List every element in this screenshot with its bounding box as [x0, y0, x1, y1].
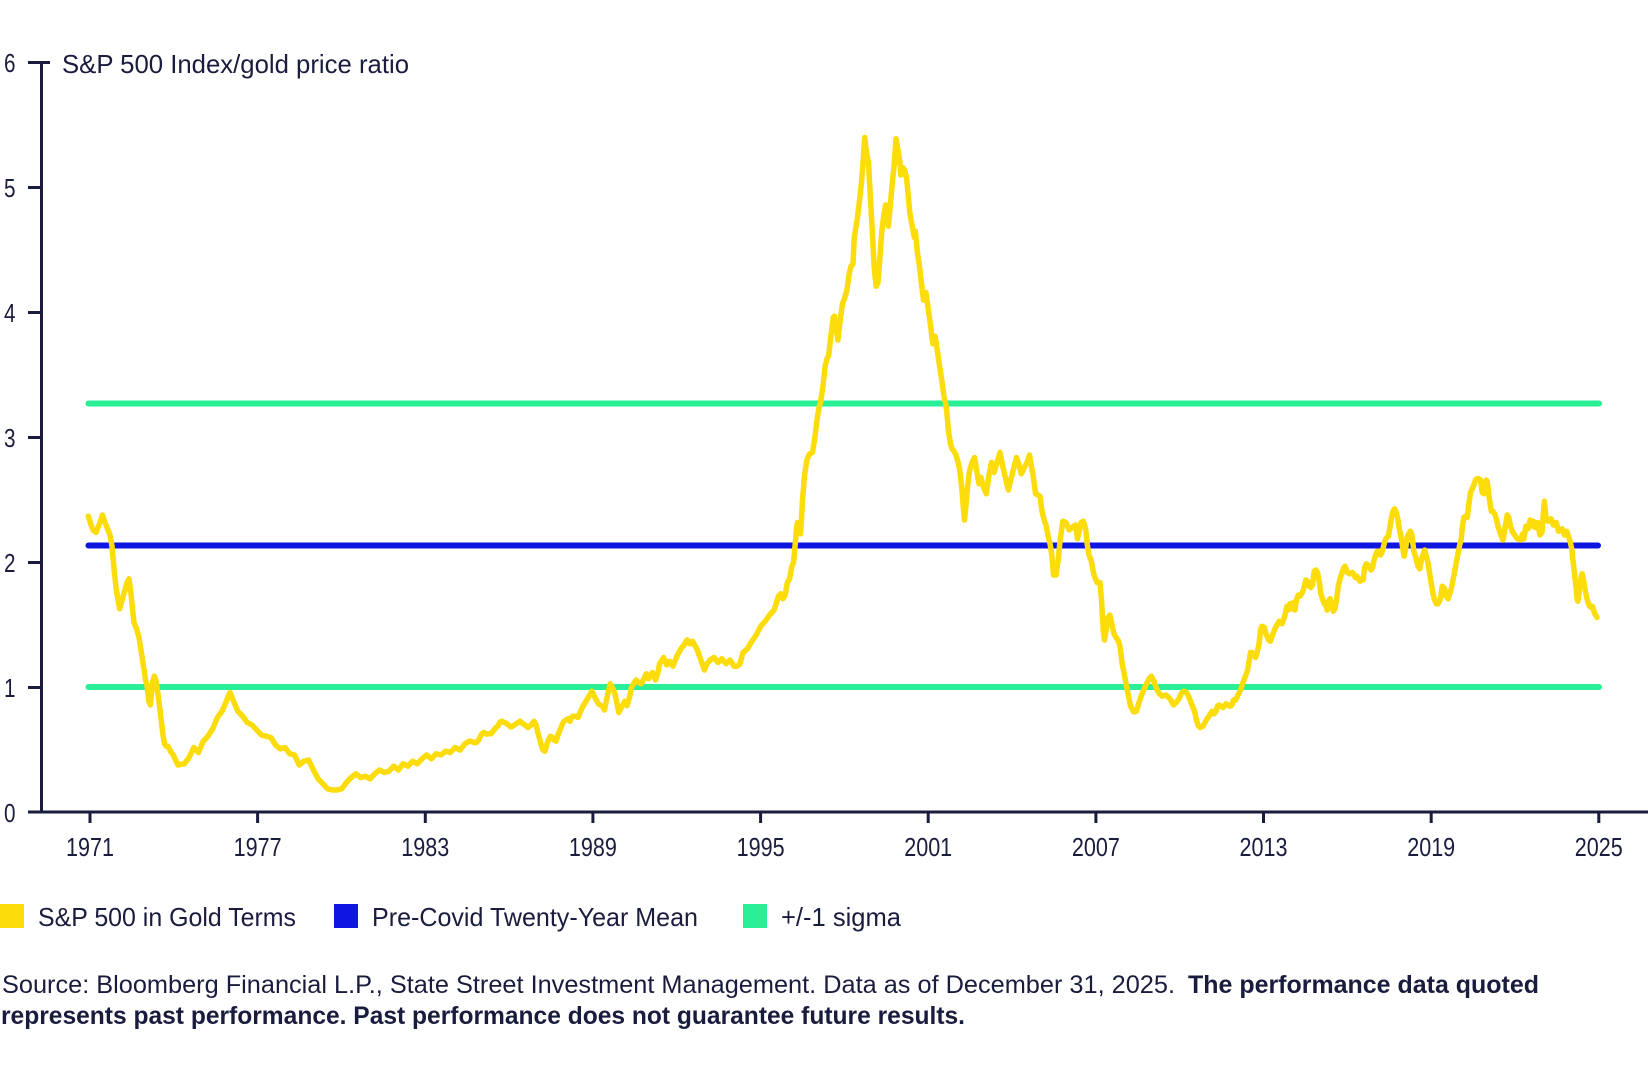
svg-text:The performance data quoted: The performance data quoted — [1188, 971, 1539, 999]
svg-text:+/-1 sigma: +/-1 sigma — [781, 902, 902, 932]
svg-text:Source: Bloomberg Financial L.: Source: Bloomberg Financial L.P., State … — [2, 971, 1175, 999]
svg-text:1989: 1989 — [569, 832, 617, 862]
svg-text:1983: 1983 — [401, 832, 449, 862]
svg-text:1971: 1971 — [66, 832, 114, 862]
svg-text:2007: 2007 — [1072, 832, 1120, 862]
svg-text:2001: 2001 — [904, 832, 952, 862]
svg-text:1977: 1977 — [234, 832, 282, 862]
svg-text:Pre-Covid Twenty-Year Mean: Pre-Covid Twenty-Year Mean — [372, 902, 698, 932]
svg-text:6: 6 — [4, 48, 16, 78]
svg-text:S&P 500 Index/gold price ratio: S&P 500 Index/gold price ratio — [62, 49, 409, 79]
svg-text:2: 2 — [4, 548, 16, 578]
svg-text:0: 0 — [4, 798, 16, 828]
svg-text:S&P 500 in Gold Terms: S&P 500 in Gold Terms — [38, 902, 296, 932]
svg-text:2013: 2013 — [1240, 832, 1288, 862]
svg-text:1995: 1995 — [737, 832, 785, 862]
svg-text:represents past performance. P: represents past performance. Past perfor… — [1, 1002, 965, 1030]
svg-text:2025: 2025 — [1575, 832, 1623, 862]
svg-text:3: 3 — [4, 423, 16, 453]
svg-text:1: 1 — [4, 673, 16, 703]
svg-text:4: 4 — [4, 298, 16, 328]
svg-text:2019: 2019 — [1407, 832, 1455, 862]
svg-text:5: 5 — [4, 173, 16, 203]
